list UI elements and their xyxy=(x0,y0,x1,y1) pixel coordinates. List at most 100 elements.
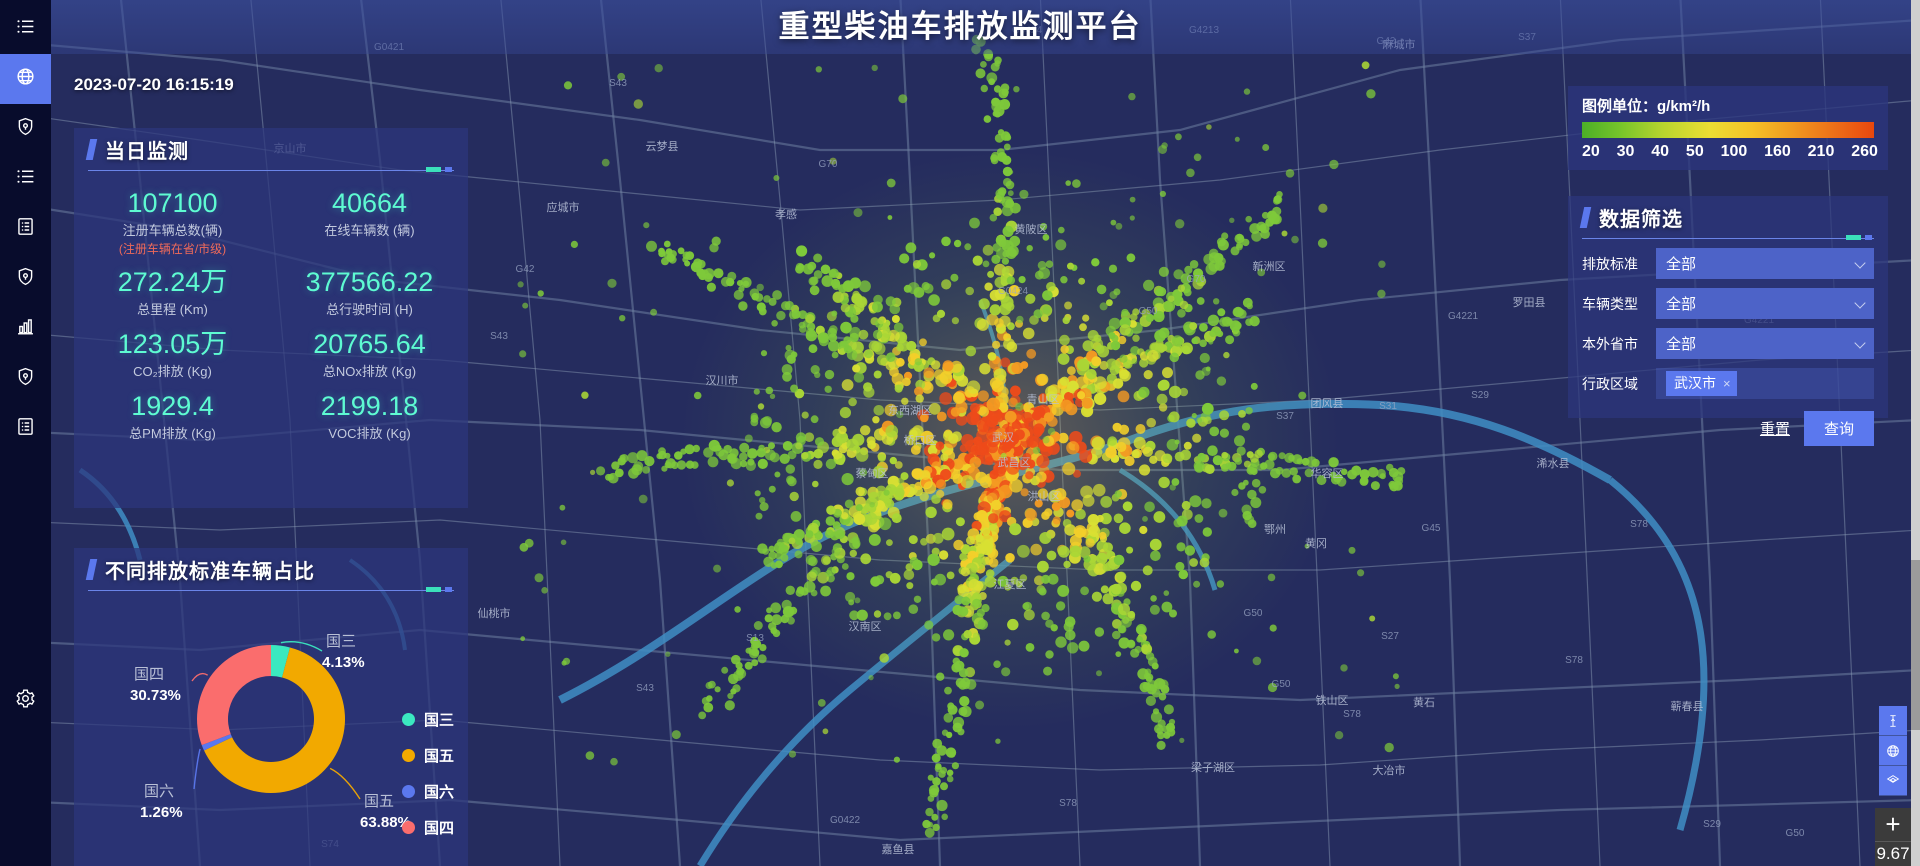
heat-point xyxy=(1042,290,1053,301)
heat-point xyxy=(534,573,544,583)
filter-select-0[interactable]: 全部 xyxy=(1656,248,1874,279)
heat-point xyxy=(541,587,548,594)
heat-point xyxy=(1064,301,1073,310)
map-tool-buttons[interactable] xyxy=(1879,706,1907,796)
donut-slice-1[interactable] xyxy=(204,647,345,793)
heat-point xyxy=(1197,452,1206,462)
sidebar-item-0-list[interactable] xyxy=(0,4,51,54)
heat-point xyxy=(1213,298,1220,305)
legend-item-1[interactable]: 国五 xyxy=(401,745,454,766)
heat-point xyxy=(1085,538,1095,548)
heat-point xyxy=(947,702,955,710)
heat-point xyxy=(1232,328,1241,337)
heat-point xyxy=(805,314,815,324)
sidebar-item-1-globe[interactable] xyxy=(0,54,51,104)
heat-point xyxy=(1039,532,1052,544)
heat-point xyxy=(1153,678,1166,690)
heat-point xyxy=(789,491,799,502)
filter-select-1[interactable]: 全部 xyxy=(1656,288,1874,319)
heat-point xyxy=(908,604,919,614)
zoom-control[interactable]: + 9.67 xyxy=(1875,808,1911,866)
layers-icon[interactable] xyxy=(1879,766,1907,796)
heat-point xyxy=(821,275,834,287)
filter-select-2[interactable]: 全部 xyxy=(1656,328,1874,359)
heat-point xyxy=(1038,393,1048,403)
filter-value-1: 全部 xyxy=(1666,296,1697,313)
sidebar-item-8-report[interactable] xyxy=(0,404,51,454)
heat-point xyxy=(1037,260,1047,270)
heat-point xyxy=(1122,501,1133,512)
heat-point xyxy=(932,823,940,832)
donut-slice-2[interactable] xyxy=(201,734,233,751)
heat-point xyxy=(1152,708,1160,715)
close-icon[interactable]: × xyxy=(1723,375,1731,391)
heat-point xyxy=(887,215,893,220)
heat-point xyxy=(1017,459,1028,471)
heat-point xyxy=(1217,257,1226,266)
donut-label-name-1: 国五 xyxy=(364,793,394,810)
heat-point xyxy=(1202,527,1213,537)
heat-point xyxy=(1116,571,1127,582)
heat-point xyxy=(560,539,567,546)
heat-point xyxy=(1117,625,1126,634)
sidebar-item-7-shield[interactable] xyxy=(0,354,51,404)
heat-point xyxy=(813,459,823,469)
legend-item-0[interactable]: 国三 xyxy=(401,709,454,730)
globe-icon[interactable] xyxy=(1879,736,1907,766)
heat-point xyxy=(976,429,989,442)
heat-point xyxy=(989,304,1001,316)
heat-point xyxy=(684,444,695,455)
stat-label: 在线车辆数 (辆) xyxy=(324,223,415,238)
legend-item-3[interactable]: 国四 xyxy=(401,817,454,838)
heat-point xyxy=(1004,639,1011,646)
heat-point xyxy=(1096,284,1107,295)
heat-point xyxy=(1025,293,1036,304)
sidebar-item-2-shield[interactable] xyxy=(0,104,51,154)
heat-point xyxy=(891,315,900,323)
sidebar-item-4-report[interactable] xyxy=(0,204,51,254)
heat-point xyxy=(1370,481,1380,491)
heat-point xyxy=(1392,673,1399,680)
donut-slice-0[interactable] xyxy=(271,645,290,678)
map-highway-label-12: S43 xyxy=(490,331,508,342)
heat-point xyxy=(756,302,766,312)
heat-point xyxy=(1009,235,1021,247)
heat-point xyxy=(992,243,1002,252)
legend-unit-label: 图例单位：g/km²/h xyxy=(1582,98,1711,115)
heat-point xyxy=(825,516,835,526)
heat-point xyxy=(519,542,529,552)
heat-point xyxy=(893,322,904,333)
reset-button[interactable]: 重置 xyxy=(1760,418,1790,439)
heat-point xyxy=(936,309,946,318)
sidebar-item-6-chart-bar[interactable] xyxy=(0,304,51,354)
page-scrollbar[interactable] xyxy=(1911,0,1920,866)
scrollbar-thumb[interactable] xyxy=(1911,560,1920,730)
heat-point xyxy=(873,342,886,355)
heat-point xyxy=(841,379,854,391)
heat-point xyxy=(671,730,681,740)
donut-label-pct-0: 4.13% xyxy=(322,654,365,671)
region-multiselect[interactable]: 武汉市 × xyxy=(1656,368,1874,399)
heat-point xyxy=(925,807,934,817)
donut-chart[interactable]: 国三 4.13% 国五 63.88% 国六 1.26% 国四 30.73% 国三 国五 国六 国四 xyxy=(74,591,468,841)
heat-point xyxy=(1129,215,1135,221)
left-icon-rail[interactable] xyxy=(0,0,51,866)
zoom-in-button[interactable]: + xyxy=(1875,808,1911,842)
sidebar-item-settings[interactable] xyxy=(0,676,51,726)
heat-point xyxy=(1196,297,1205,305)
sidebar-item-3-list[interactable] xyxy=(0,154,51,204)
heat-point xyxy=(1119,324,1131,336)
sidebar-item-5-shield[interactable] xyxy=(0,254,51,304)
query-button[interactable]: 查询 xyxy=(1803,411,1874,446)
measure-icon[interactable] xyxy=(1879,706,1907,736)
heat-point xyxy=(975,700,985,710)
heat-point xyxy=(908,535,918,545)
region-tag[interactable]: 武汉市 × xyxy=(1666,371,1737,396)
heat-point xyxy=(1098,531,1107,540)
heat-point xyxy=(1037,488,1049,500)
heat-point xyxy=(1030,543,1042,556)
heat-point xyxy=(1132,308,1140,316)
legend-item-2[interactable]: 国六 xyxy=(401,781,454,802)
heat-point xyxy=(942,499,953,510)
donut-slice-3[interactable] xyxy=(197,645,271,746)
